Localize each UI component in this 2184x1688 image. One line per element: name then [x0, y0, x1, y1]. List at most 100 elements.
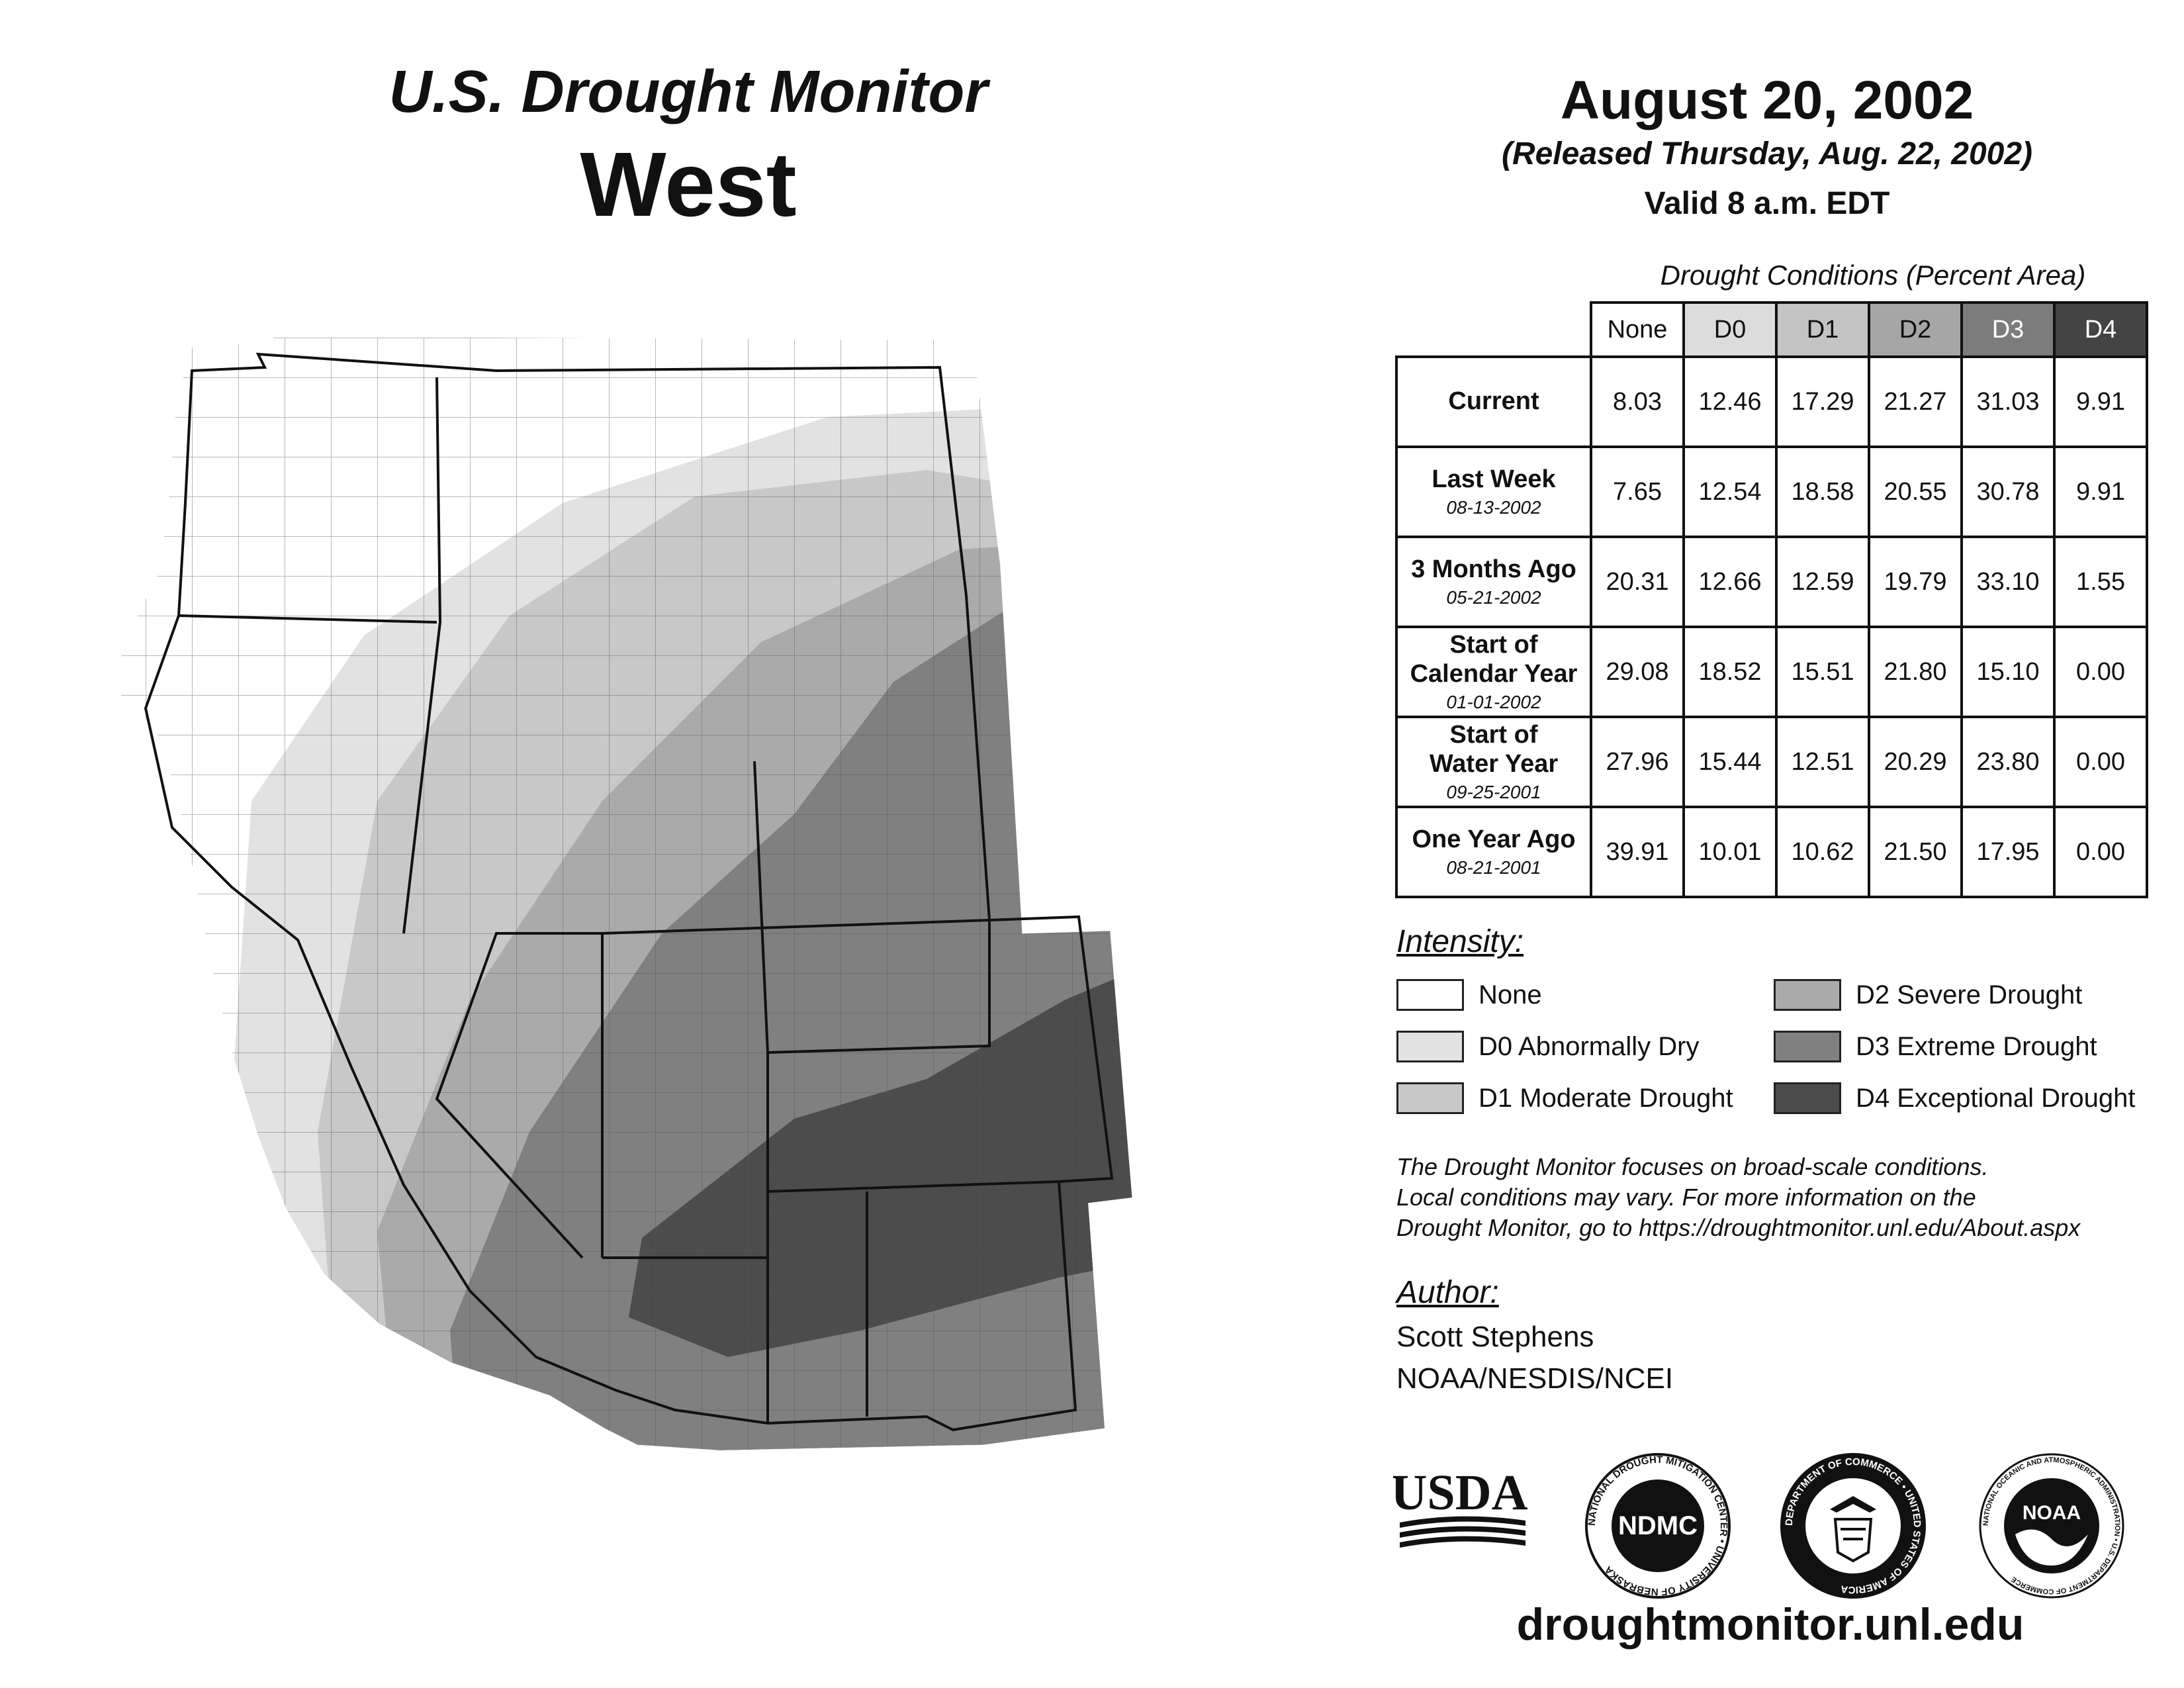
table-header-row: None D0 D1 D2 D3 D4	[1396, 301, 2148, 358]
cell-d2: 21.80	[1868, 626, 1963, 718]
row-date: 08-21-2001	[1446, 857, 1541, 878]
region-title: West	[580, 134, 797, 236]
cell-none: 29.08	[1590, 626, 1685, 718]
cell-d1: 15.51	[1775, 626, 1870, 718]
row-label-line1: Last Week	[1432, 465, 1556, 494]
legend-swatch	[1396, 1082, 1464, 1114]
row-label-line1: One Year Ago	[1412, 825, 1576, 854]
cell-none: 7.65	[1590, 445, 1685, 538]
cell-d0: 12.66	[1682, 536, 1778, 628]
legend-label: D3 Extreme Drought	[1856, 1031, 2097, 1061]
drought-conditions-table: None D0 D1 D2 D3 D4 Current 8.03 12.46 1…	[1395, 301, 2148, 898]
legend-swatch	[1774, 1031, 1841, 1062]
cell-d3: 33.10	[1960, 536, 2056, 628]
cell-d2: 20.29	[1868, 716, 1963, 808]
row-label-line2: Water Year	[1429, 749, 1559, 778]
legend-item-d4: D4 Exceptional Drought	[1774, 1080, 2135, 1117]
legend-swatch	[1774, 979, 1841, 1011]
cell-d1: 17.29	[1775, 355, 1870, 448]
row-label-line1: Current	[1448, 387, 1539, 416]
row-label: One Year Ago 08-21-2001	[1395, 806, 1592, 898]
map-date: August 20, 2002	[1560, 70, 1974, 130]
noaa-logo: NATIONAL OCEANIC AND ATMOSPHERIC ADMINIS…	[1979, 1453, 2124, 1599]
legend-item-d2: D2 Severe Drought	[1774, 976, 2082, 1013]
legend-swatch	[1396, 1031, 1464, 1062]
cell-d4: 9.91	[2053, 445, 2148, 538]
ndmc-logo: NATIONAL DROUGHT MITIGATION CENTER • UNI…	[1585, 1453, 1731, 1599]
product-title: U.S. Drought Monitor	[388, 59, 988, 125]
cell-d1: 12.51	[1775, 716, 1870, 808]
disclaimer: The Drought Monitor focuses on broad-sca…	[1396, 1152, 2164, 1243]
drought-map	[121, 338, 1132, 1450]
cell-d4: 1.55	[2053, 536, 2148, 628]
legend-item-d0: D0 Abnormally Dry	[1396, 1028, 1699, 1065]
website-link[interactable]: droughtmonitor.unl.edu	[1516, 1599, 2025, 1650]
cell-d2: 21.27	[1868, 355, 1963, 448]
cell-d0: 12.46	[1682, 355, 1778, 448]
legend-label: D4 Exceptional Drought	[1856, 1083, 2136, 1113]
legend-title: Intensity:	[1396, 924, 1524, 959]
cell-d0: 12.54	[1682, 445, 1778, 538]
legend-label: D1 Moderate Drought	[1479, 1083, 1733, 1113]
disclaimer-line: Local conditions may vary. For more info…	[1396, 1184, 1976, 1211]
legend-swatch	[1774, 1082, 1841, 1114]
row-label-line1: Start of	[1449, 631, 1538, 659]
ndmc-text: NDMC	[1618, 1511, 1698, 1540]
table-row: Start of Calendar Year 01-01-2002 29.08 …	[1395, 626, 2148, 718]
doc-seal-logo: DEPARTMENT OF COMMERCE • UNITED STATES O…	[1780, 1453, 1926, 1599]
cell-d0: 10.01	[1682, 806, 1778, 898]
column-d2: D2	[1868, 301, 1963, 358]
cell-d4: 0.00	[2053, 806, 2148, 898]
state-borders	[144, 352, 1114, 1432]
column-d0: D0	[1682, 301, 1778, 358]
cell-d3: 17.95	[1960, 806, 2056, 898]
cell-d2: 21.50	[1868, 806, 1963, 898]
noaa-text: NOAA	[2023, 1502, 2081, 1524]
cell-d3: 31.03	[1960, 355, 2056, 448]
cell-d1: 10.62	[1775, 806, 1870, 898]
legend-label: D0 Abnormally Dry	[1479, 1031, 1700, 1061]
column-d3: D3	[1960, 301, 2056, 358]
cell-d4: 0.00	[2053, 626, 2148, 718]
cell-d2: 20.55	[1868, 445, 1963, 538]
table-row: Current 8.03 12.46 17.29 21.27 31.03 9.9…	[1395, 355, 2148, 448]
row-label: Start of Water Year 09-25-2001	[1395, 716, 1592, 808]
cell-d3: 15.10	[1960, 626, 2056, 718]
cell-none: 8.03	[1590, 355, 1685, 448]
row-date: 08-13-2002	[1446, 496, 1541, 518]
cell-d4: 0.00	[2053, 716, 2148, 808]
row-label: Last Week 08-13-2002	[1395, 445, 1592, 538]
author-name: Scott Stephens	[1396, 1321, 1594, 1353]
legend-item-d1: D1 Moderate Drought	[1396, 1080, 1733, 1117]
table-row: Start of Water Year 09-25-2001 27.96 15.…	[1395, 716, 2148, 808]
cell-d2: 19.79	[1868, 536, 1963, 628]
cell-d1: 12.59	[1775, 536, 1870, 628]
conditions-title: Drought Conditions (Percent Area)	[1660, 259, 2086, 291]
column-d1: D1	[1775, 301, 1870, 358]
table-corner	[1396, 303, 1591, 358]
legend-label: None	[1479, 980, 1542, 1009]
author-title: Author:	[1396, 1275, 1499, 1310]
usda-logo: USDA	[1393, 1465, 1528, 1548]
row-label-line2: Calendar Year	[1410, 659, 1578, 688]
cell-d3: 23.80	[1960, 716, 2056, 808]
legend-label: D2 Severe Drought	[1856, 980, 2083, 1009]
table-row: 3 Months Ago 05-21-2002 20.31 12.66 12.5…	[1395, 536, 2148, 628]
row-date: 09-25-2001	[1446, 781, 1541, 802]
column-none: None	[1590, 301, 1685, 358]
disclaimer-line: Drought Monitor, go to https://droughtmo…	[1396, 1214, 2081, 1242]
release-date: (Released Thursday, Aug. 22, 2002)	[1501, 136, 2033, 171]
row-label: Start of Calendar Year 01-01-2002	[1395, 626, 1592, 718]
valid-time: Valid 8 a.m. EDT	[1644, 186, 1890, 221]
table-row: One Year Ago 08-21-2001 39.91 10.01 10.6…	[1395, 806, 2148, 898]
row-date: 01-01-2002	[1446, 691, 1541, 712]
author-org: NOAA/NESDIS/NCEI	[1396, 1362, 1674, 1395]
column-d4: D4	[2053, 301, 2148, 358]
cell-none: 20.31	[1590, 536, 1685, 628]
cell-d4: 9.91	[2053, 355, 2148, 448]
row-label: 3 Months Ago 05-21-2002	[1395, 536, 1592, 628]
cell-none: 39.91	[1590, 806, 1685, 898]
row-date: 05-21-2002	[1446, 586, 1541, 608]
cell-d0: 15.44	[1682, 716, 1778, 808]
row-label-line1: Start of	[1449, 721, 1538, 749]
